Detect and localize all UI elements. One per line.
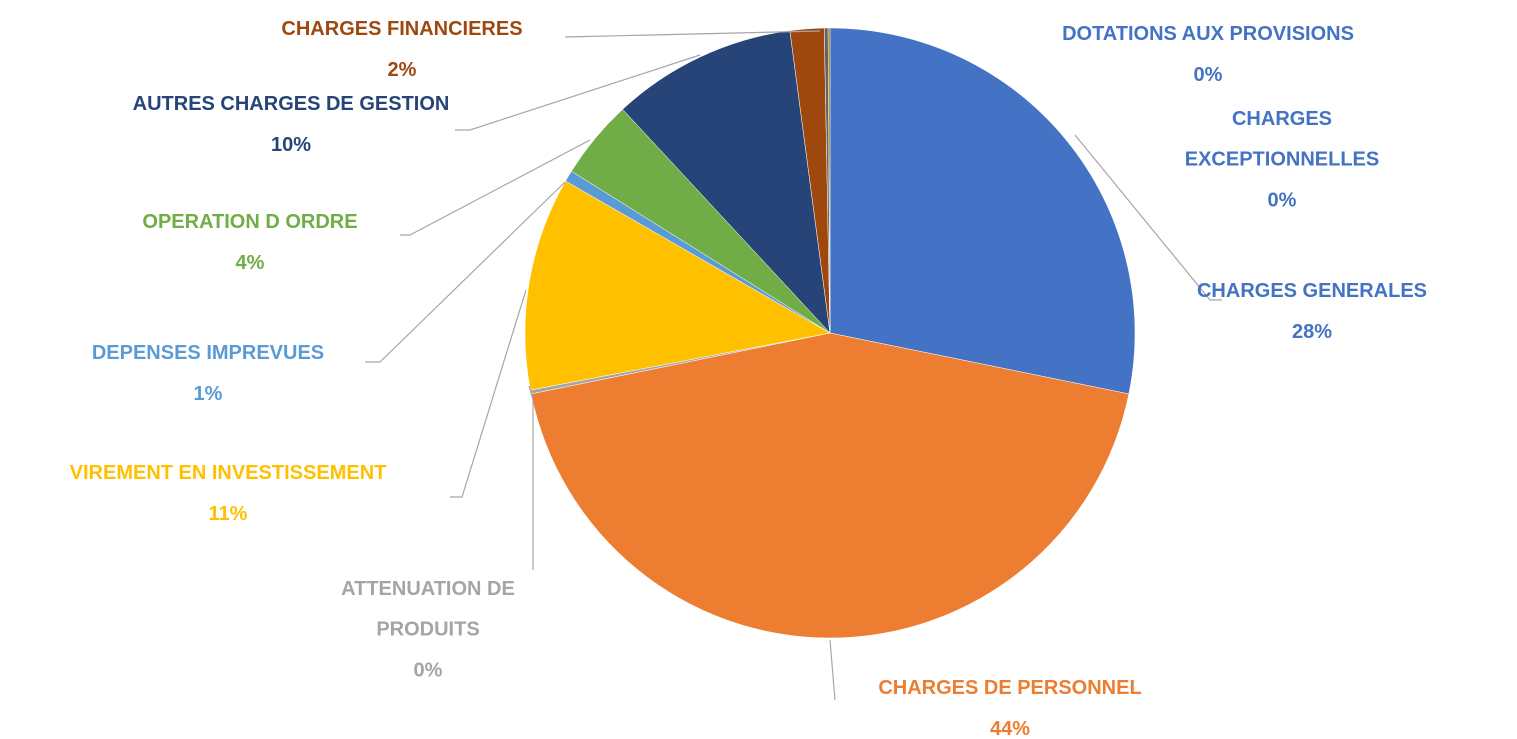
pie-slice — [829, 27, 1136, 395]
data-label-name: DOTATIONS AUX PROVISIONS — [1062, 23, 1354, 45]
data-label-name: AUTRES CHARGES DE GESTION — [133, 93, 450, 115]
data-label-name: CHARGES DE PERSONNEL — [878, 677, 1141, 699]
leader-line — [455, 54, 701, 131]
data-label-value: 0% — [414, 659, 443, 681]
leader-line — [365, 181, 566, 363]
data-label-name: CHARGES EXCEPTIONNELLES — [1185, 108, 1379, 171]
data-label-name: CHARGES GENERALES — [1197, 280, 1427, 302]
data-label-name: VIREMENT EN INVESTISSEMENT — [70, 462, 387, 484]
pie-slice — [524, 180, 831, 391]
data-label-value: 2% — [388, 59, 417, 81]
data-label-value: 0% — [1194, 64, 1223, 86]
leader-line — [450, 289, 527, 498]
leader-line — [564, 30, 821, 38]
data-label-name: OPERATION D ORDRE — [142, 211, 357, 233]
data-label-value: 28% — [1292, 321, 1332, 343]
data-label-value: 4% — [236, 252, 265, 274]
pie-slice — [530, 332, 1130, 639]
data-label-value: 0% — [1268, 189, 1297, 211]
data-label-value: 11% — [209, 503, 248, 525]
data-label-name: DEPENSES IMPREVUES — [92, 342, 324, 364]
leader-line — [528, 385, 534, 570]
data-label-value: 44% — [990, 718, 1030, 739]
slices — [524, 27, 1136, 639]
pie-slice — [827, 27, 831, 334]
leader-line — [400, 139, 591, 236]
data-label-value: 1% — [194, 383, 223, 405]
data-label-name: CHARGES FINANCIERES — [281, 18, 522, 40]
data-label-value: 10% — [271, 134, 311, 156]
leader-lines — [365, 30, 1222, 701]
leader-line — [829, 639, 836, 701]
data-label-name: ATTENUATION DE PRODUITS — [341, 578, 515, 641]
leader-line — [1074, 134, 1222, 301]
